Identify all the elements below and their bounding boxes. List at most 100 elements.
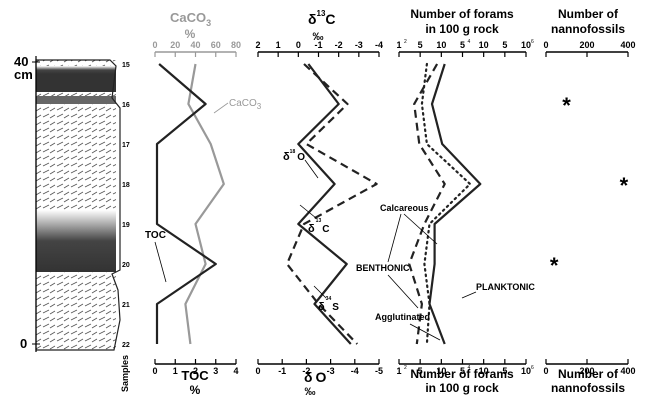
black-shale-band-upper <box>36 72 116 92</box>
axis-tick-label: 10 <box>479 40 489 50</box>
sample-number-label: 22 <box>122 342 130 349</box>
nanno-bottom-title-line2: nannofossils <box>551 381 625 395</box>
axis-tick-label: 10 <box>521 40 531 50</box>
axis-tick-label: 0 <box>543 366 548 376</box>
axis-tick-label: 10 <box>521 366 531 376</box>
depth-unit-label: cm <box>14 67 33 82</box>
series-line-calcareous <box>420 62 472 346</box>
agglutinated-label: Agglutinated <box>375 312 430 322</box>
benthonic-label: BENTHONIC <box>356 263 410 273</box>
s34-curve-label: δ34S <box>318 296 339 313</box>
axis-tick-exponent: 6 <box>531 39 534 45</box>
black-shale-band-lower <box>36 210 116 272</box>
axis-tick-label: 10 <box>436 40 446 50</box>
axis-tick-label: -4 <box>375 40 383 50</box>
axis-tick-label: 10 <box>436 366 446 376</box>
forams-bottom-title-line1: Number of forams <box>410 367 514 381</box>
axis-tick-label: 2 <box>193 366 198 376</box>
axis-tick-label: 5 <box>502 366 507 376</box>
axis-tick-label: 5 <box>502 40 507 50</box>
o18-curve-label: δ18 O <box>283 149 305 163</box>
axis-tick-label: 40 <box>190 40 200 50</box>
axis-tick-label: 5 <box>460 40 465 50</box>
sample-number-label: 16 <box>122 102 130 109</box>
series-line-planktonic <box>428 63 482 345</box>
axis-tick-label: 80 <box>231 40 241 50</box>
axis-tick-label: 200 <box>579 366 594 376</box>
axis-tick-label: 1 <box>396 40 401 50</box>
sample-number-label: 19 <box>122 222 130 229</box>
axis-tick-label: 3 <box>213 366 218 376</box>
axis-tick-label: -2 <box>335 40 343 50</box>
nanno-top-title-line2: nannofossils <box>551 22 625 36</box>
sample-number-label: 20 <box>122 262 130 269</box>
depth-top-label: 40 <box>14 54 28 69</box>
benthonic-leader-2 <box>387 274 419 309</box>
axis-tick-label: 4 <box>233 366 238 376</box>
axis-tick-label: 0 <box>255 366 260 376</box>
c13-title: δ13C <box>308 9 336 27</box>
axis-tick-label: 5 <box>460 366 465 376</box>
axis-tick-label: -4 <box>351 366 359 376</box>
nanno-bottom-title-line1: Number of <box>558 367 619 381</box>
forams-top-title-line1: Number of forams <box>410 7 514 21</box>
depth-bottom-label: 0 <box>20 336 27 351</box>
sample-number-label: 21 <box>122 302 130 309</box>
sample-number-label: 17 <box>122 142 130 149</box>
calcareous-label: Calcareous <box>380 203 429 213</box>
sample-labels: 15 16 17 18 19 20 21 22 <box>122 62 130 349</box>
c13-curve-label: δ13C <box>308 218 329 235</box>
o18-leader <box>304 159 319 179</box>
nanno-top-title-line1: Number of <box>558 7 619 21</box>
sample-number-label: 18 <box>122 182 130 189</box>
samples-axis-label: Samples <box>120 355 130 392</box>
axis-tick-label: 0 <box>152 40 157 50</box>
toc-leader <box>154 241 167 283</box>
axis-tick-label: 400 <box>620 40 635 50</box>
bottom-axis-ticks: 0 1 2 3 4 0 -1 -2 -3 -4 -5 1 2 5 10 5 4 10 5 10 6 0 200 400 <box>152 359 636 376</box>
forams-top-title-line2: in 100 g rock <box>425 22 499 36</box>
axis-tick-exponent: 2 <box>404 365 407 371</box>
band-transition-upper <box>36 66 116 74</box>
forams-bottom-title-line2: in 100 g rock <box>425 381 499 395</box>
toc-curve-label: TOC <box>145 230 166 241</box>
nannofossil-point-marker: * <box>620 173 629 198</box>
nannofossil-point-marker: * <box>562 93 571 118</box>
c13-unit: ‰ <box>313 31 324 43</box>
axis-tick-label: -3 <box>327 366 335 376</box>
caco3-title: CaCO3 <box>170 10 211 28</box>
axis-tick-label: -2 <box>302 366 310 376</box>
series-line-caco3 <box>184 63 225 345</box>
lithology-outline <box>35 59 121 351</box>
axis-tick-label: 200 <box>579 40 594 50</box>
o18-unit: ‰ <box>305 386 316 396</box>
data-series-layer: * * * <box>155 62 629 346</box>
axis-tick-label: 1 <box>173 366 178 376</box>
sample-number-label: 15 <box>122 62 130 69</box>
nannofossil-point-marker: * <box>550 253 559 278</box>
lithology-background <box>36 60 116 350</box>
planktonic-leader <box>461 291 477 299</box>
axis-tick-label: 5 <box>418 366 423 376</box>
axis-tick-label: 5 <box>418 40 423 50</box>
toc-unit: % <box>190 383 201 396</box>
axis-tick-exponent: 4 <box>468 39 471 45</box>
axis-tick-label: 2 <box>255 40 260 50</box>
axis-tick-label: 1 <box>276 40 281 50</box>
axis-tick-label: 20 <box>170 40 180 50</box>
axis-tick-label: 0 <box>296 40 301 50</box>
agglutinated-leader <box>409 323 441 341</box>
s34-leader <box>313 285 327 299</box>
c13-leader <box>299 204 317 219</box>
axis-tick-label: 1 <box>396 366 401 376</box>
axis-tick-label: -1 <box>278 366 286 376</box>
axis-tick-exponent: 2 <box>404 39 407 45</box>
lithology-column: 40 cm 0 <box>14 54 121 352</box>
axis-tick-label: -5 <box>375 366 383 376</box>
benthonic-leader <box>387 213 402 263</box>
planktonic-label: PLANKTONIC <box>476 282 535 292</box>
series-line--13c <box>297 63 352 345</box>
series-line--18o <box>285 63 378 345</box>
